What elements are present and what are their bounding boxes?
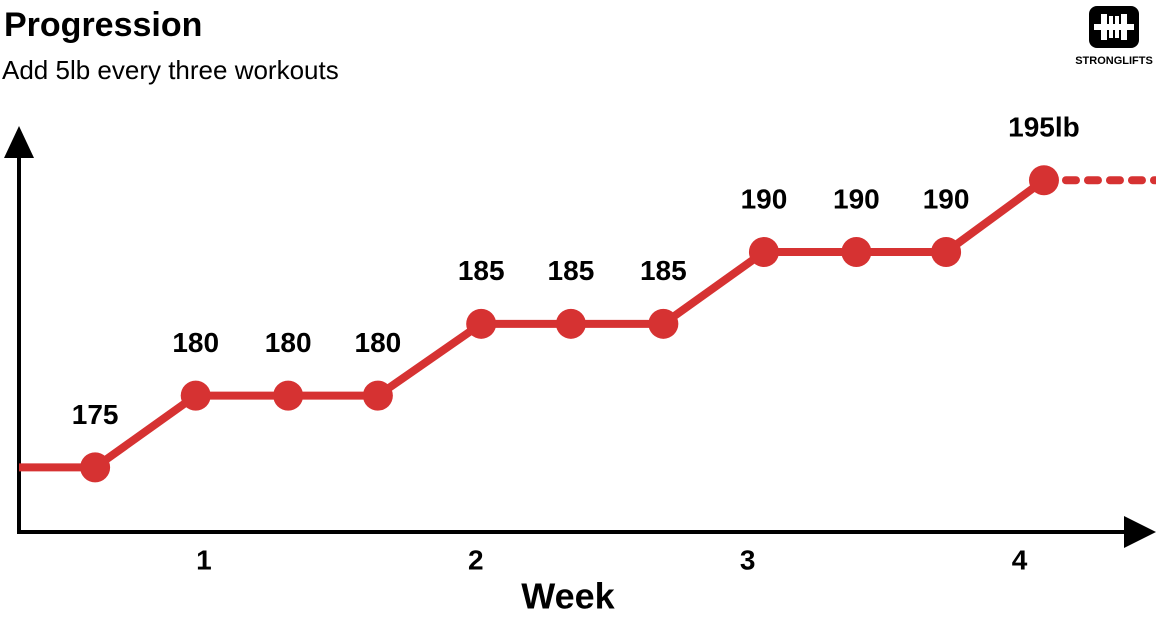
data-label: 190: [741, 183, 788, 214]
point: [80, 452, 111, 483]
logo-plate: [1115, 16, 1119, 38]
data-label: 180: [172, 327, 219, 358]
point: [555, 308, 586, 339]
logo-bar: [1094, 24, 1134, 30]
point: [273, 380, 304, 411]
chart-title: Progression: [4, 6, 202, 44]
point: [648, 308, 679, 339]
point: [180, 380, 211, 411]
point: [1028, 165, 1059, 196]
logo: STRONGLIFTS: [1075, 6, 1153, 67]
logo-plate: [1101, 14, 1107, 40]
data-label: 190: [923, 183, 970, 214]
x-tick-label: 3: [740, 544, 756, 575]
logo-text: STRONGLIFTS: [1075, 55, 1153, 67]
logo-plate: [1121, 14, 1127, 40]
logo-plate: [1109, 16, 1113, 38]
chart-subtitle: Add 5lb every three workouts: [2, 55, 339, 85]
x-tick-label: 1: [196, 544, 212, 575]
point: [841, 237, 872, 268]
data-label: 185: [548, 255, 595, 286]
data-label: 195lb: [1008, 112, 1080, 143]
point: [931, 237, 962, 268]
data-label: 185: [458, 255, 505, 286]
x-tick-label: 2: [468, 544, 484, 575]
data-label: 190: [833, 183, 880, 214]
data-label: 180: [355, 327, 402, 358]
y-axis-arrow: [4, 126, 34, 158]
point: [362, 380, 393, 411]
data-label: 175: [72, 399, 119, 430]
point: [466, 308, 497, 339]
x-axis-arrow: [1124, 516, 1156, 548]
data-label: 185: [640, 255, 687, 286]
x-axis-label: Week: [521, 576, 615, 617]
x-tick-label: 4: [1012, 544, 1028, 575]
data-label: 180: [265, 327, 312, 358]
point: [748, 237, 779, 268]
